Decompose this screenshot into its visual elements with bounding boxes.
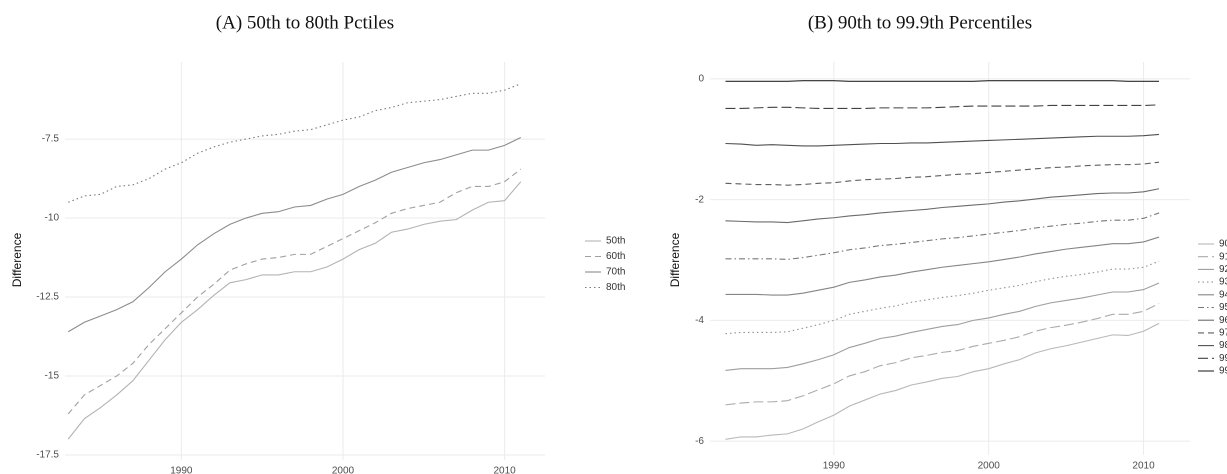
series-line [725, 282, 1160, 372]
legend-label: 90th [1219, 239, 1227, 250]
legend-label: 50th [606, 236, 625, 247]
y-tick-label: -6 [695, 436, 704, 447]
legend-label: 94th [1219, 289, 1227, 300]
series-line [725, 212, 1160, 260]
series-line [725, 322, 1160, 440]
legend-label: 70th [606, 267, 625, 278]
y-tick-label: -17.5 [36, 450, 59, 461]
series-line [725, 188, 1160, 224]
series-line [725, 104, 1160, 110]
y-axis-title: Difference [10, 232, 24, 287]
legend-label: 98th [1219, 340, 1227, 351]
y-tick-label: -2 [695, 194, 704, 205]
x-tick-label: 2010 [1132, 461, 1155, 472]
series-line [68, 83, 521, 203]
legend-label: 99th [1219, 353, 1227, 364]
series-line [67, 181, 522, 440]
x-tick-label: 2000 [332, 466, 355, 474]
y-tick-label: -7.5 [42, 134, 60, 145]
y-axis-title: Difference [668, 232, 682, 287]
legend-label: 93th [1219, 277, 1227, 288]
x-tick-label: 1990 [823, 461, 846, 472]
x-tick-label: 2010 [493, 466, 516, 474]
series-line [67, 168, 522, 415]
series-line [725, 302, 1160, 406]
legend-label: 92th [1219, 264, 1227, 275]
legend-label: 95th [1219, 302, 1227, 313]
legend-label: 80th [606, 282, 625, 293]
series-line [725, 236, 1160, 296]
legend-label: 91th [1219, 251, 1227, 262]
legend-label: 99.9th [1219, 366, 1227, 377]
legend-label: 97th [1219, 328, 1227, 339]
legend-label: 96th [1219, 315, 1227, 326]
y-tick-label: -4 [695, 315, 704, 326]
y-tick-label: 0 [698, 74, 704, 85]
y-tick-label: -15 [45, 371, 60, 382]
y-tick-label: -10 [45, 213, 60, 224]
x-tick-label: 2000 [978, 461, 1001, 472]
series-line [725, 260, 1160, 335]
series-line [725, 80, 1160, 82]
y-tick-label: -12.5 [36, 292, 59, 303]
x-tick-label: 1990 [170, 466, 193, 474]
chart-title: (B) 90th to 99.9th Percentiles [808, 12, 1032, 33]
series-line [725, 161, 1160, 186]
series-line [725, 133, 1160, 147]
legend-label: 60th [606, 251, 625, 262]
chart-title: (A) 50th to 80th Pctiles [216, 12, 394, 33]
series-line [67, 136, 522, 333]
